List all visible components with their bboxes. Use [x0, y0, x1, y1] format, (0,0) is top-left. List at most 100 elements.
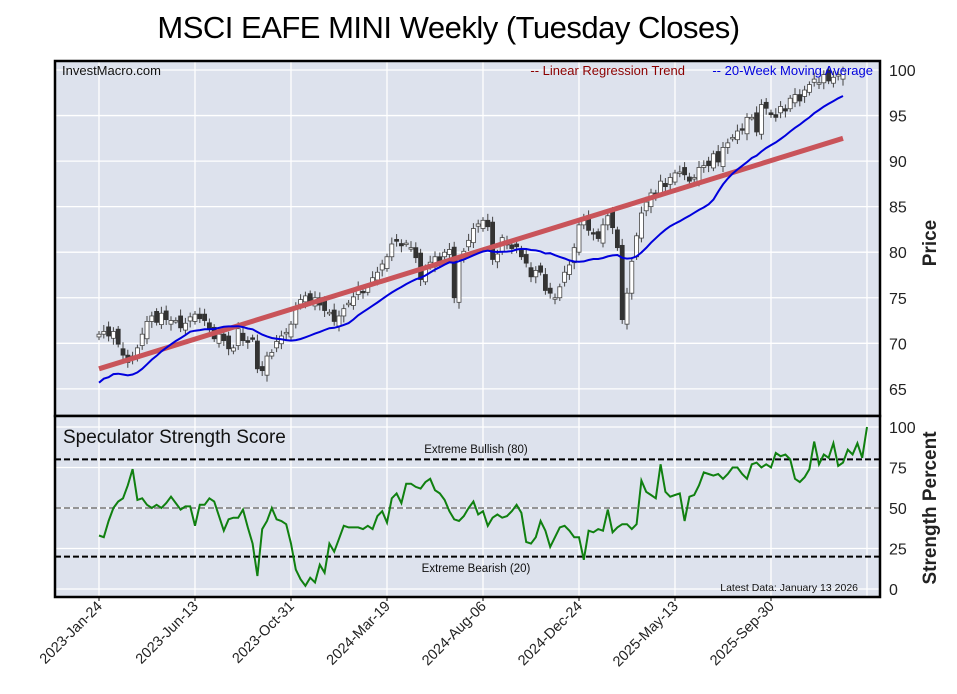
- candle: [624, 287, 630, 330]
- candle: [730, 134, 735, 142]
- candle: [629, 257, 635, 300]
- price-tick-label: 80: [889, 245, 907, 262]
- x-tick-label: 2025-Sep-30: [707, 599, 778, 670]
- candle: [797, 89, 803, 107]
- candle: [470, 223, 476, 249]
- candle: [816, 77, 822, 90]
- candle: [826, 66, 831, 85]
- candle: [807, 81, 812, 96]
- candle: [226, 331, 232, 356]
- candle: [115, 325, 121, 348]
- candle: [384, 253, 390, 272]
- price-tick-label: 95: [889, 109, 907, 126]
- candle: [811, 72, 817, 87]
- candle: [413, 242, 419, 264]
- strength-plot-area: [55, 416, 880, 597]
- candle: [528, 262, 534, 283]
- x-tick-label: 2025-May-13: [610, 599, 682, 671]
- candle: [202, 308, 208, 326]
- x-tick-label: 2024-Aug-06: [419, 599, 490, 670]
- x-tick-label: 2024-Mar-19: [324, 599, 394, 669]
- candle: [197, 307, 203, 323]
- candle: [835, 69, 841, 81]
- candle: [533, 266, 539, 284]
- x-tick-label: 2023-Oct-31: [230, 599, 298, 667]
- candle: [783, 104, 788, 118]
- strength-tick-label: 0: [889, 582, 898, 599]
- candle: [182, 317, 188, 336]
- candle: [451, 241, 457, 304]
- candle: [490, 216, 496, 265]
- candle: [120, 342, 126, 360]
- candle: [326, 309, 332, 316]
- candle: [538, 262, 543, 276]
- candle: [485, 213, 491, 231]
- candle: [288, 320, 294, 341]
- x-axis: 2023-Jan-24 2023-Jun-13 2023-Oct-31 2024-Ma…: [37, 597, 778, 670]
- candle: [144, 316, 150, 345]
- x-tick-label: 2024-Dec-24: [515, 599, 586, 670]
- x-tick-label: 2023-Jan-24: [37, 599, 106, 668]
- candle: [639, 206, 644, 243]
- candle: [442, 249, 448, 260]
- candle: [576, 221, 582, 256]
- candle: [672, 169, 678, 186]
- candle: [106, 321, 111, 342]
- candle: [619, 238, 625, 324]
- candle: [739, 123, 745, 135]
- candle: [178, 309, 184, 333]
- candle: [595, 228, 601, 242]
- strength-axis-title: Strength Percent: [920, 431, 941, 585]
- candle: [763, 98, 769, 115]
- price-tick-label: 65: [889, 382, 907, 399]
- candle: [480, 217, 486, 232]
- candle: [173, 317, 179, 324]
- candle: [715, 145, 721, 167]
- strength-plot-border: [53, 414, 882, 599]
- legend-moving-average: -- 20-Week Moving Average: [712, 63, 873, 78]
- candle: [250, 334, 256, 342]
- candle: [466, 233, 472, 252]
- strength-tick-label: 25: [889, 542, 907, 559]
- candle: [240, 327, 246, 346]
- watermark: InvestMacro.com: [62, 63, 161, 78]
- candle: [350, 290, 356, 310]
- candle: [111, 327, 116, 345]
- candle: [759, 99, 764, 140]
- price-tick-label: 75: [889, 291, 907, 308]
- candle: [802, 85, 807, 103]
- candle: [446, 242, 452, 259]
- candle: [139, 327, 145, 350]
- candle: [663, 178, 668, 192]
- extreme-bearish-label: Extreme Bearish (20): [422, 563, 531, 575]
- candle: [379, 259, 385, 277]
- candle: [677, 165, 683, 178]
- candle: [691, 174, 697, 183]
- candle: [567, 259, 572, 280]
- latest-data-footnote: Latest Data: January 13 2026: [720, 582, 858, 594]
- legend-regression: -- Linear Regression Trend: [530, 63, 685, 78]
- strength-tick-label: 50: [889, 501, 907, 518]
- regression-trend-line: [98, 135, 844, 372]
- candle: [168, 316, 174, 331]
- candle: [571, 243, 577, 270]
- candle: [259, 361, 265, 377]
- candle: [547, 282, 553, 299]
- candle: [101, 324, 107, 339]
- price-tick-label: 90: [889, 154, 907, 171]
- candle: [331, 303, 337, 326]
- candle: [408, 241, 414, 252]
- candle: [269, 349, 275, 360]
- candle: [283, 328, 289, 341]
- candle: [346, 300, 352, 308]
- candle: [245, 336, 251, 349]
- candle: [96, 331, 102, 341]
- strength-tick-label: 75: [889, 461, 907, 478]
- candle: [552, 293, 558, 305]
- candle: [341, 304, 347, 323]
- candle: [398, 239, 404, 253]
- strength-tick-label: 100: [889, 420, 916, 437]
- price-plot-area: [55, 61, 880, 416]
- candle: [154, 308, 160, 326]
